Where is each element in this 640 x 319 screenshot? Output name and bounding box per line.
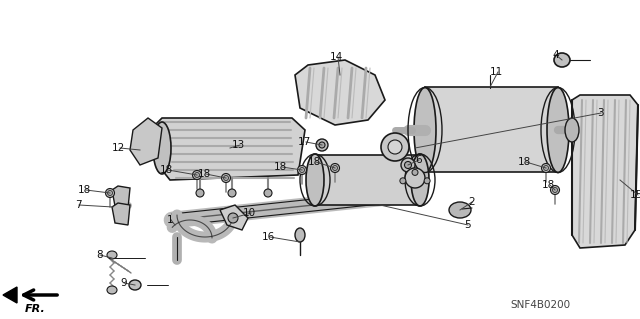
Text: 13: 13 bbox=[232, 140, 245, 150]
Ellipse shape bbox=[565, 118, 579, 142]
Text: 8: 8 bbox=[96, 250, 102, 260]
Ellipse shape bbox=[106, 189, 115, 197]
Ellipse shape bbox=[107, 286, 117, 294]
Text: FR.: FR. bbox=[24, 304, 45, 314]
Polygon shape bbox=[315, 155, 420, 205]
Ellipse shape bbox=[552, 188, 557, 192]
Text: 12: 12 bbox=[112, 143, 125, 153]
Polygon shape bbox=[425, 87, 558, 172]
Polygon shape bbox=[130, 118, 162, 165]
Text: 17: 17 bbox=[298, 137, 311, 147]
Ellipse shape bbox=[221, 174, 230, 182]
Text: 2: 2 bbox=[468, 197, 475, 207]
Ellipse shape bbox=[264, 189, 272, 197]
Ellipse shape bbox=[554, 53, 570, 67]
Ellipse shape bbox=[330, 164, 339, 173]
Text: 15: 15 bbox=[630, 190, 640, 200]
Text: 14: 14 bbox=[330, 52, 343, 62]
Ellipse shape bbox=[107, 251, 117, 259]
Text: 18: 18 bbox=[542, 180, 556, 190]
Ellipse shape bbox=[193, 170, 202, 180]
Ellipse shape bbox=[108, 190, 113, 196]
Text: 10: 10 bbox=[243, 208, 256, 218]
Ellipse shape bbox=[401, 158, 415, 172]
Text: 18: 18 bbox=[274, 162, 287, 172]
Text: 11: 11 bbox=[490, 67, 503, 77]
Text: 18: 18 bbox=[518, 157, 531, 167]
Ellipse shape bbox=[412, 169, 418, 175]
Text: 9: 9 bbox=[120, 278, 127, 288]
Ellipse shape bbox=[333, 166, 337, 170]
Ellipse shape bbox=[414, 87, 436, 173]
Ellipse shape bbox=[228, 189, 236, 197]
Ellipse shape bbox=[405, 168, 425, 188]
Ellipse shape bbox=[319, 142, 325, 148]
Ellipse shape bbox=[306, 154, 324, 206]
Text: 16: 16 bbox=[262, 232, 275, 242]
Text: 7: 7 bbox=[75, 200, 82, 210]
Polygon shape bbox=[295, 60, 385, 125]
Polygon shape bbox=[112, 186, 130, 208]
Ellipse shape bbox=[129, 280, 141, 290]
Text: 3: 3 bbox=[597, 108, 604, 118]
Ellipse shape bbox=[223, 175, 228, 181]
Ellipse shape bbox=[400, 178, 406, 184]
Text: SNF4B0200: SNF4B0200 bbox=[510, 300, 570, 310]
Ellipse shape bbox=[298, 166, 307, 174]
Ellipse shape bbox=[388, 140, 402, 154]
Text: 18: 18 bbox=[160, 165, 173, 175]
Ellipse shape bbox=[295, 228, 305, 242]
Ellipse shape bbox=[195, 173, 200, 177]
Polygon shape bbox=[220, 205, 248, 230]
Text: 1: 1 bbox=[167, 215, 173, 225]
Ellipse shape bbox=[541, 164, 550, 173]
Ellipse shape bbox=[424, 178, 430, 184]
Ellipse shape bbox=[449, 202, 471, 218]
Text: 18: 18 bbox=[198, 169, 211, 179]
Ellipse shape bbox=[316, 139, 328, 151]
Ellipse shape bbox=[547, 87, 569, 173]
Ellipse shape bbox=[300, 167, 305, 173]
Polygon shape bbox=[112, 203, 130, 225]
Ellipse shape bbox=[196, 189, 204, 197]
Polygon shape bbox=[150, 118, 305, 180]
Ellipse shape bbox=[228, 213, 238, 223]
Text: 18: 18 bbox=[78, 185, 92, 195]
Text: 6: 6 bbox=[415, 155, 422, 165]
Text: 4: 4 bbox=[552, 50, 559, 60]
Polygon shape bbox=[3, 287, 17, 303]
Ellipse shape bbox=[381, 133, 409, 161]
Ellipse shape bbox=[543, 166, 548, 170]
Ellipse shape bbox=[153, 122, 171, 174]
Ellipse shape bbox=[550, 186, 559, 195]
Ellipse shape bbox=[411, 154, 429, 206]
Polygon shape bbox=[572, 95, 638, 248]
Text: 18: 18 bbox=[308, 157, 321, 167]
Text: 5: 5 bbox=[464, 220, 470, 230]
Ellipse shape bbox=[404, 161, 412, 168]
